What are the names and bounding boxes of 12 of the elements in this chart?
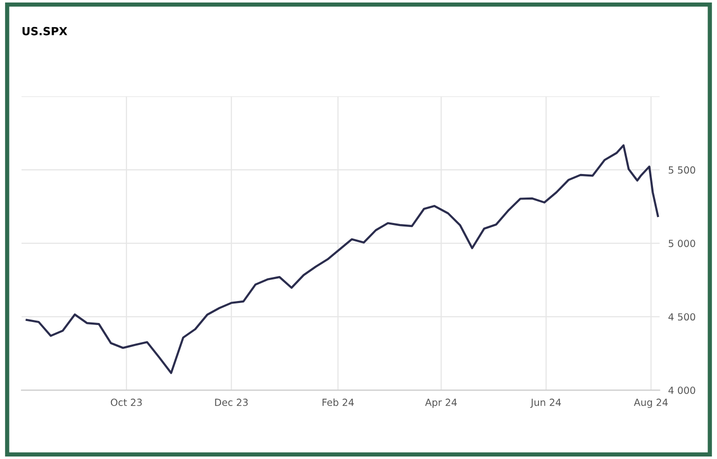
x-tick-label: Feb 24 xyxy=(322,398,354,406)
y-tick-label: 4 000 xyxy=(668,386,696,394)
chart-title: US.SPX xyxy=(22,26,68,36)
x-tick-label: Aug 24 xyxy=(634,398,668,408)
line-series xyxy=(26,144,659,374)
x-tick-label: Jun 24 xyxy=(530,398,561,408)
x-tick-label: Dec 23 xyxy=(215,398,248,406)
y-tick-label: 4 500 xyxy=(668,313,696,321)
x-tick-label: Apr 24 xyxy=(425,398,457,408)
y-tick-label: 5 000 xyxy=(668,240,696,248)
x-tick-label: Oct 23 xyxy=(110,398,142,406)
y-tick-label: 5 500 xyxy=(668,166,696,174)
